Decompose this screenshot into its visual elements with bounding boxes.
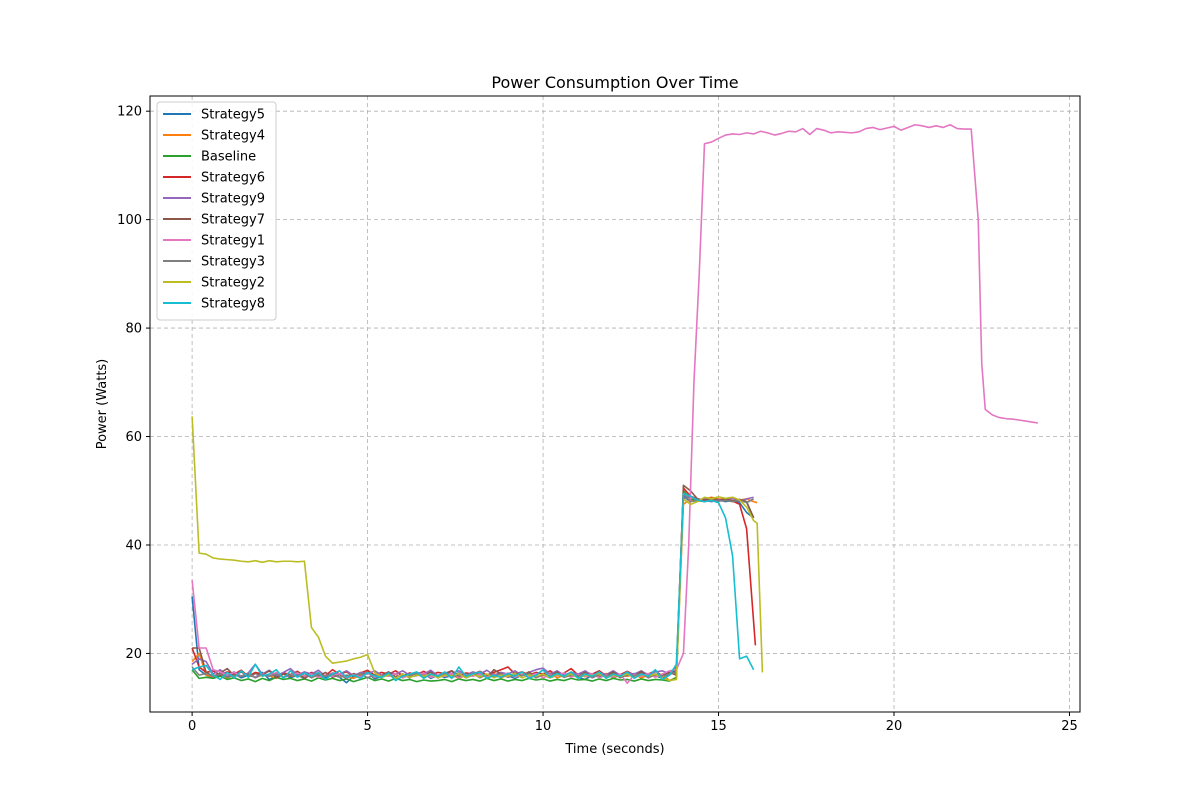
y-tick-label: 60 <box>125 430 142 445</box>
legend-entry-label: Strategy7 <box>201 213 265 228</box>
y-tick-label: 100 <box>117 213 142 228</box>
y-tick-label: 80 <box>125 322 142 337</box>
legend: Strategy5 Strategy4 Baseline Strategy6 Strat… <box>156 101 277 321</box>
x-tick-label: 25 <box>1061 719 1078 734</box>
y-tick-label: 120 <box>117 105 142 120</box>
legend-entry-label: Strategy4 <box>201 129 265 144</box>
x-tick-label: 15 <box>710 719 727 734</box>
series-line-baseline <box>191 489 755 683</box>
legend-entry-label: Strategy1 <box>201 234 265 249</box>
x-tick-label: 10 <box>535 719 552 734</box>
series-lines <box>191 123 1039 685</box>
x-tick-label: 5 <box>363 719 371 734</box>
legend-entry-label: Baseline <box>201 150 256 165</box>
y-tick-label: 20 <box>125 647 142 662</box>
legend-entry-label: Strategy5 <box>201 108 265 123</box>
y-tick-label: 40 <box>125 538 142 553</box>
legend-entry-label: Strategy6 <box>201 171 265 186</box>
series-line-strategy2 <box>191 416 764 682</box>
legend-entry-label: Strategy3 <box>201 255 265 270</box>
plot-area-frame <box>149 95 1081 713</box>
legend-entry-label: Strategy2 <box>201 276 265 291</box>
y-axis-label: Power (Watts) <box>95 359 110 450</box>
chart-title: Power Consumption Over Time <box>491 73 738 92</box>
x-tick-label: 0 <box>188 719 196 734</box>
legend-entry-label: Strategy9 <box>201 192 265 207</box>
series-line-strategy9 <box>191 495 754 678</box>
x-tick-label: 20 <box>886 719 903 734</box>
series-line-strategy8 <box>191 492 755 682</box>
grid-lines <box>150 96 1080 712</box>
x-axis-label: Time (seconds) <box>564 742 664 757</box>
axis-ticks: 0 5 10 15 20 25 20 40 60 80 100 120 <box>117 105 1078 734</box>
legend-entry-label: Strategy8 <box>201 297 265 312</box>
